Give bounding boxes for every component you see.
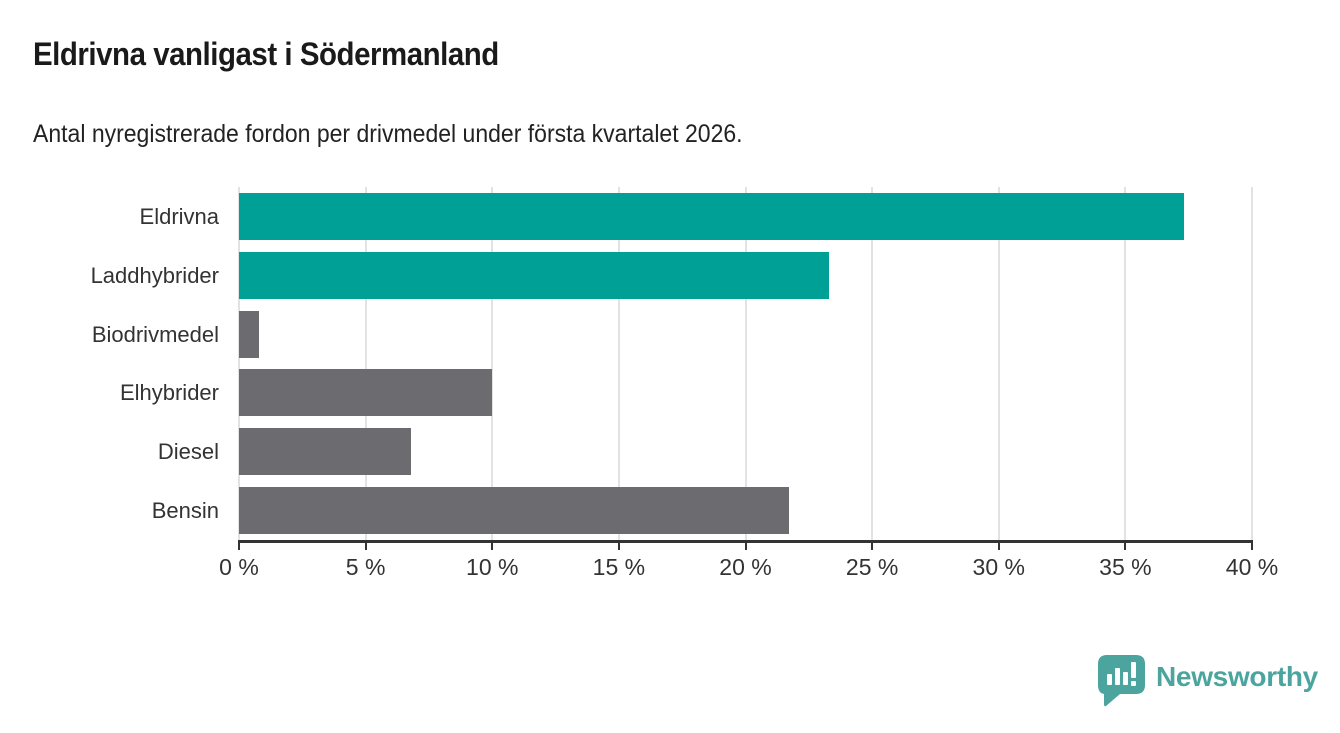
newsworthy-logo: Newsworthy — [1098, 655, 1318, 707]
chart-subtitle: Antal nyregistrerade fordon per drivmede… — [33, 120, 743, 148]
x-axis-tick-label-35: 35 % — [1099, 554, 1152, 580]
newsworthy-logo-text: Newsworthy — [1156, 661, 1318, 692]
x-axis-tick-5 — [364, 540, 367, 550]
gridline-40pct — [1251, 187, 1253, 540]
x-axis-tick-label-10: 10 % — [466, 554, 519, 580]
bar-laddhybrider — [239, 251, 830, 299]
x-axis-tick-35 — [1124, 540, 1127, 550]
category-label-elhybrider: Elhybrider — [119, 380, 219, 406]
bar-diesel — [239, 428, 412, 476]
x-axis-tick-0 — [238, 540, 240, 550]
x-axis-tick-label-20: 20 % — [719, 554, 772, 580]
x-axis-tick-30 — [997, 540, 1000, 550]
gridline-25pct — [871, 187, 874, 540]
gridline-35pct — [1124, 187, 1127, 540]
bar-biodrivmedel — [239, 310, 260, 358]
category-label-bensin: Bensin — [151, 498, 219, 524]
x-axis-tick-15 — [617, 540, 620, 550]
category-label-diesel: Diesel — [157, 439, 219, 465]
x-axis-tick-label-40: 40 % — [1225, 554, 1279, 580]
x-axis-tick-25 — [871, 540, 874, 550]
category-label-laddhybrider: Laddhybrider — [90, 262, 219, 288]
x-axis-tick-40 — [1251, 540, 1253, 550]
gridline-10pct — [491, 187, 494, 540]
gridline-30pct — [997, 187, 1000, 540]
x-axis-tick-10 — [491, 540, 494, 550]
x-axis-tick-20 — [744, 540, 747, 550]
x-axis-tick-label-0: 0 % — [219, 554, 259, 580]
x-axis-tick-label-15: 15 % — [592, 554, 646, 580]
gridline-0pct — [238, 187, 240, 540]
x-axis-tick-label-25: 25 % — [845, 554, 899, 580]
bar-elhybrider — [239, 369, 493, 417]
gridline-15pct — [617, 187, 620, 540]
category-label-eldrivna: Eldrivna — [139, 203, 219, 229]
category-label-biodrivmedel: Biodrivmedel — [91, 321, 219, 347]
newsworthy-logo-icon — [1098, 655, 1145, 707]
bar-eldrivna — [239, 192, 1184, 240]
gridline-20pct — [744, 187, 747, 540]
x-axis-tick-label-30: 30 % — [972, 554, 1025, 580]
x-axis-tick-label-5: 5 % — [345, 554, 386, 580]
bar-bensin — [239, 487, 789, 535]
gridline-5pct — [364, 187, 367, 540]
chart-title: Eldrivna vanligast i Södermanland — [33, 36, 499, 72]
